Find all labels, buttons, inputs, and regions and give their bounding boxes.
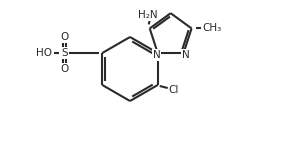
Text: O: O <box>60 32 69 42</box>
Text: S: S <box>61 48 68 58</box>
Text: N: N <box>182 50 190 60</box>
Text: H₂N: H₂N <box>138 10 158 20</box>
Text: CH₃: CH₃ <box>202 23 221 33</box>
Text: O: O <box>60 64 69 74</box>
Text: N: N <box>153 50 161 60</box>
Text: HO: HO <box>36 48 52 58</box>
Text: Cl: Cl <box>169 85 179 95</box>
